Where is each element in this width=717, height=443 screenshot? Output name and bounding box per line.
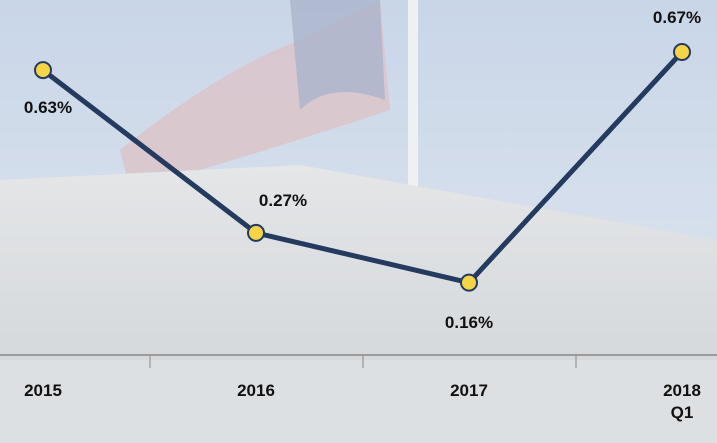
building-wall (0, 360, 717, 443)
x-tick-label: 2016 (230, 380, 282, 402)
data-label: 0.63% (8, 98, 88, 118)
x-tick-label: 2015 (17, 380, 69, 402)
x-tick-label: 2017 (443, 380, 495, 402)
chart: 2015 2016 2017 2018 Q1 0.63% 0.27% 0.16% 0.67% (0, 0, 717, 443)
data-label: 0.27% (243, 191, 323, 211)
marker (35, 62, 51, 78)
x-tick-label: 2018 Q1 (656, 380, 708, 424)
data-label: 0.16% (429, 313, 509, 333)
data-label: 0.67% (637, 8, 717, 28)
chart-canvas (0, 0, 717, 443)
marker (248, 225, 264, 241)
marker (674, 44, 690, 60)
marker (461, 275, 477, 291)
